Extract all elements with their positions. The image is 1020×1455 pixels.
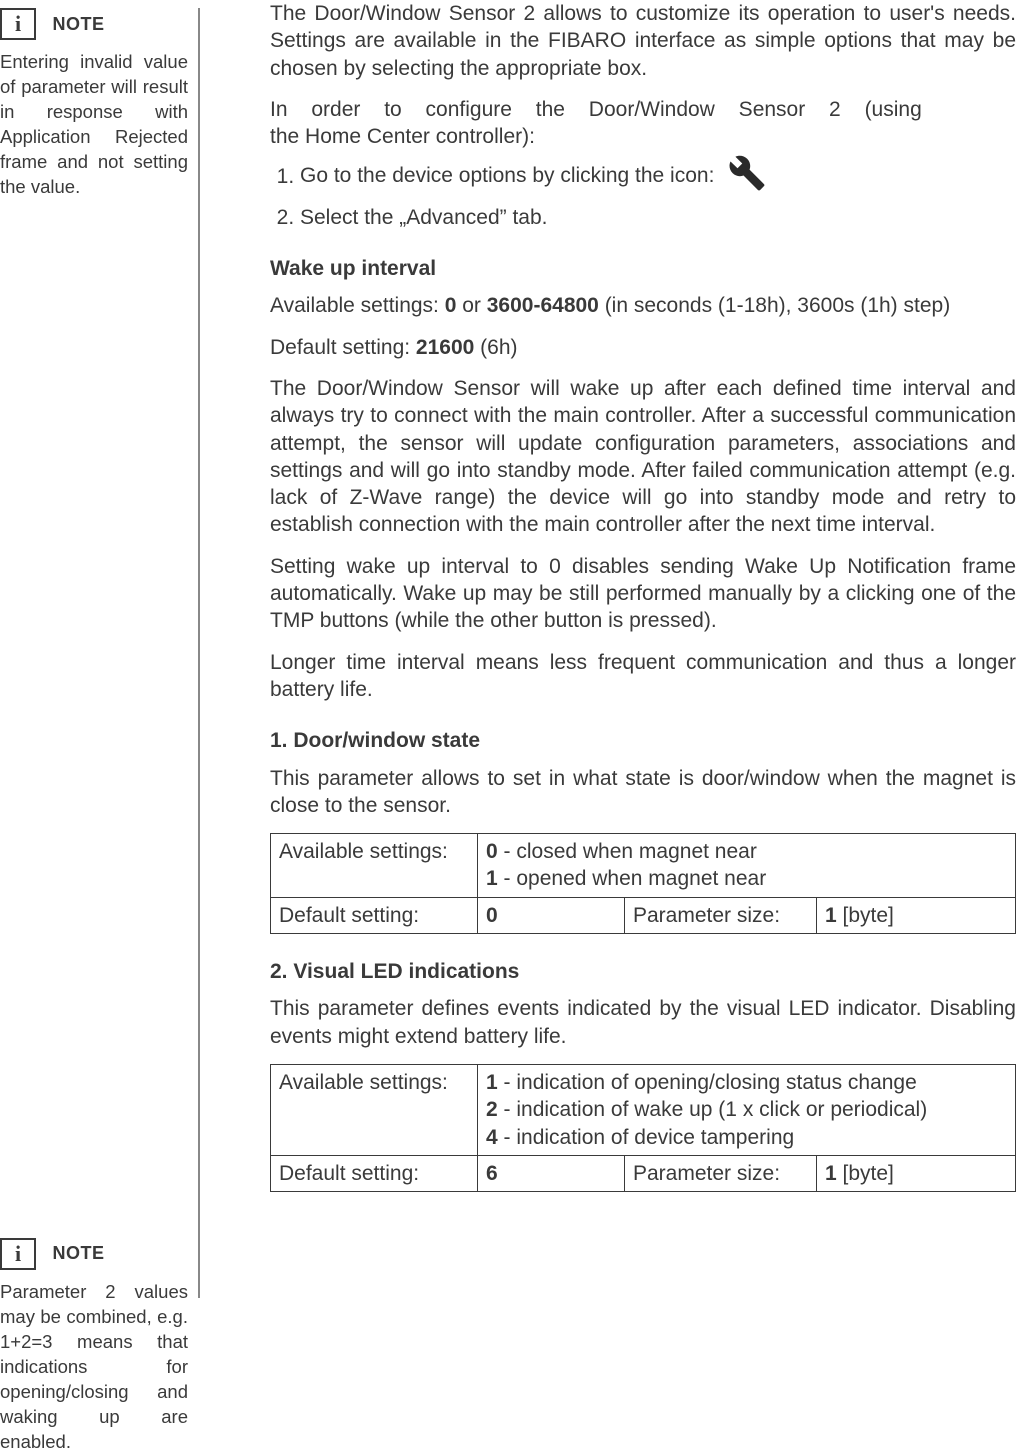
param2-opt2-b: 2 bbox=[486, 1098, 498, 1121]
param2-size-b: 1 bbox=[825, 1162, 837, 1185]
note-1-label: NOTE bbox=[52, 14, 104, 35]
param1-size-b: 1 bbox=[825, 904, 837, 927]
param1-avail-label: Available settings: bbox=[271, 834, 478, 898]
info-icon-glyph: i bbox=[15, 13, 21, 35]
wake-default-a: Default setting: bbox=[270, 336, 416, 359]
wake-avail-a: Available settings: bbox=[270, 294, 445, 317]
intro-step-1: Go to the device options by clicking the… bbox=[300, 154, 1016, 199]
wake-p3: Longer time interval means less frequent… bbox=[270, 649, 1016, 704]
param1-opt1: 1 - opened when magnet near bbox=[486, 865, 1007, 892]
intro-step-2: Select the „Advanced” tab. bbox=[300, 204, 1016, 231]
param2-opt4: 4 - indication of device tampering bbox=[486, 1124, 1007, 1151]
param2-opt4-b: 4 bbox=[486, 1126, 498, 1149]
param2-opt2-t: - indication of wake up (1 x click or pe… bbox=[498, 1098, 928, 1121]
param1-table: Available settings: 0 - closed when magn… bbox=[270, 833, 1016, 934]
page: i NOTE Entering invalid value of paramet… bbox=[0, 0, 1020, 1304]
param2-default-value: 6 bbox=[478, 1155, 625, 1191]
param1-opt0-b: 0 bbox=[486, 840, 498, 863]
param2-avail-label: Available settings: bbox=[271, 1064, 478, 1155]
param2-default-label: Default setting: bbox=[271, 1155, 478, 1191]
param1-default-label: Default setting: bbox=[271, 897, 478, 933]
wake-default-b: 21600 bbox=[416, 336, 474, 359]
wake-avail-range: 3600-64800 bbox=[487, 294, 599, 317]
table-row: Available settings: 0 - closed when magn… bbox=[271, 834, 1016, 898]
intro-p1: The Door/Window Sensor 2 allows to custo… bbox=[270, 0, 1016, 82]
table-row: Default setting: 6 Parameter size: 1 [by… bbox=[271, 1155, 1016, 1191]
wake-avail-c: (in seconds (1-18h), 3600s (1h) step) bbox=[599, 294, 950, 317]
note-2-body: Parameter 2 values may be combined, e.g.… bbox=[0, 1280, 188, 1455]
param2-opt1-t: - indication of opening/closing status c… bbox=[498, 1071, 917, 1094]
param1-opt1-t: - opened when magnet near bbox=[498, 867, 767, 890]
param2-size-value: 1 [byte] bbox=[817, 1155, 1016, 1191]
param1-size-label: Parameter size: bbox=[625, 897, 817, 933]
param1-opt0: 0 - closed when magnet near bbox=[486, 838, 1007, 865]
table-row: Default setting: 0 Parameter size: 1 [by… bbox=[271, 897, 1016, 933]
info-icon-glyph: i bbox=[15, 1243, 21, 1265]
param2-opt1: 1 - indication of opening/closing status… bbox=[486, 1069, 1007, 1096]
param1-default-value: 0 bbox=[478, 897, 625, 933]
param1-size-value: 1 [byte] bbox=[817, 897, 1016, 933]
note-2-label: NOTE bbox=[52, 1243, 104, 1264]
param1-opt1-b: 1 bbox=[486, 867, 498, 890]
param1-size-t: [byte] bbox=[837, 904, 894, 927]
table-row: Available settings: 1 - indication of op… bbox=[271, 1064, 1016, 1155]
main-content: The Door/Window Sensor 2 allows to custo… bbox=[270, 0, 1016, 1192]
param2-opt4-t: - indication of device tampering bbox=[498, 1126, 795, 1149]
note-1: i NOTE Entering invalid value of paramet… bbox=[0, 8, 188, 200]
sidebar: i NOTE Entering invalid value of paramet… bbox=[0, 8, 200, 1298]
intro-p2-line1: In order to configure the Door/Window Se… bbox=[270, 98, 922, 121]
param2-size-label: Parameter size: bbox=[625, 1155, 817, 1191]
wake-default-c: (6h) bbox=[474, 336, 517, 359]
info-icon: i bbox=[0, 1238, 36, 1270]
intro-step-1-text: Go to the device options by clicking the… bbox=[300, 165, 714, 188]
param2-options: 1 - indication of opening/closing status… bbox=[478, 1064, 1016, 1155]
param2-opt1-b: 1 bbox=[486, 1071, 498, 1094]
note-2: i NOTE Parameter 2 values may be combine… bbox=[0, 1238, 188, 1455]
wake-avail-0: 0 bbox=[445, 294, 457, 317]
param1-title: 1. Door/window state bbox=[270, 727, 1016, 754]
param1-desc: This parameter allows to set in what sta… bbox=[270, 765, 1016, 820]
info-icon: i bbox=[0, 8, 36, 40]
param2-title: 2. Visual LED indications bbox=[270, 958, 1016, 985]
wake-title: Wake up interval bbox=[270, 255, 1016, 282]
param2-desc: This parameter defines events indicated … bbox=[270, 995, 1016, 1050]
wake-avail-mid: or bbox=[456, 294, 486, 317]
intro-p2: In order to configure the Door/Window Se… bbox=[270, 96, 1016, 151]
param2-opt2: 2 - indication of wake up (1 x click or … bbox=[486, 1096, 1007, 1123]
wake-default: Default setting: 21600 (6h) bbox=[270, 334, 1016, 361]
param1-opt0-t: - closed when magnet near bbox=[498, 840, 757, 863]
wrench-icon bbox=[728, 154, 766, 199]
intro-p2-line2: the Home Center controller): bbox=[270, 125, 535, 148]
intro-steps: Go to the device options by clicking the… bbox=[270, 154, 1016, 231]
param2-size-t: [byte] bbox=[837, 1162, 894, 1185]
note-1-body: Entering invalid value of parameter will… bbox=[0, 50, 188, 200]
intro-step-2-text: Select the „Advanced” tab. bbox=[300, 206, 547, 229]
wake-p2: Setting wake up interval to 0 disables s… bbox=[270, 553, 1016, 635]
param1-options: 0 - closed when magnet near 1 - opened w… bbox=[478, 834, 1016, 898]
wake-available: Available settings: 0 or 3600-64800 (in … bbox=[270, 292, 1016, 319]
wake-p1: The Door/Window Sensor will wake up afte… bbox=[270, 375, 1016, 539]
param2-table: Available settings: 1 - indication of op… bbox=[270, 1064, 1016, 1192]
